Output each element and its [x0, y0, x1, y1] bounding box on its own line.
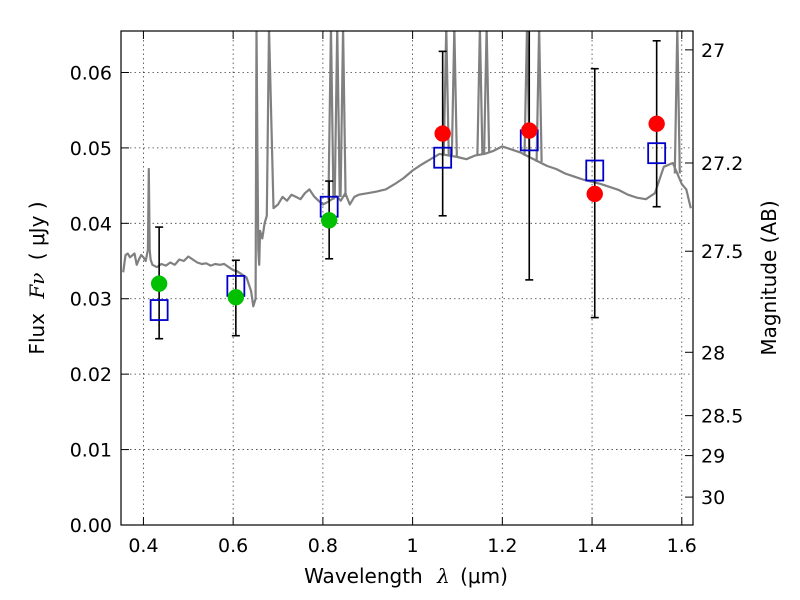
model-spectrum-spike [442, 31, 450, 156]
model-spectrum-spike [535, 31, 543, 162]
y2-tick-label: 27 [701, 40, 725, 62]
y-axis-label-prefix: Flux [25, 313, 49, 355]
x-axis-label-prefix: Wavelength [304, 564, 423, 588]
model-spectrum-line [122, 31, 692, 308]
x-axis-label-unit: (μm) [460, 564, 508, 588]
y-tick-label: 0.03 [70, 289, 112, 311]
y-tick-label: 0.05 [70, 138, 112, 160]
y-axis-label-unit: ( μJy ) [25, 201, 49, 260]
y-axis-ticks: 0.00 0.01 0.02 0.03 0.04 0.05 0.06 [70, 62, 129, 537]
model-photometry-square [433, 146, 453, 169]
observed-point [227, 288, 245, 306]
y-tick-label: 0.02 [70, 364, 112, 386]
x-tick-label: 1 [407, 535, 419, 557]
y2-tick-label: 28 [701, 342, 725, 364]
observed-point [320, 212, 338, 229]
model-spectrum-group [122, 31, 692, 308]
y-axis-label: Flux Fν ( μJy ) [25, 201, 49, 354]
model-spectrum-spike [339, 31, 347, 197]
plot-background [121, 31, 693, 525]
y-tick-label: 0.01 [70, 440, 112, 462]
observed-point [648, 115, 665, 133]
y-tick-label: 0.00 [70, 515, 112, 537]
x-axis-ticks: 0.4 0.6 0.8 1 1.2 1.4 1.6 [128, 31, 697, 557]
observed-point [521, 122, 538, 139]
x-tick-label: 1.6 [667, 535, 697, 557]
model-spectrum-spike [327, 31, 335, 200]
model-spectrum-spike [450, 31, 458, 157]
model-photometry-square [647, 142, 667, 165]
y2-tick-label: 27.5 [701, 241, 743, 263]
observed-points-group [150, 115, 665, 306]
model-photometry-square [149, 299, 169, 321]
x-tick-label: 1.2 [487, 535, 517, 557]
model-spectrum-spike [333, 31, 341, 198]
observed-point [586, 185, 604, 203]
plot-frame [120, 30, 694, 526]
y2-tick-label: 30 [701, 487, 725, 509]
model-spectrum-spike [483, 31, 491, 154]
y2-axis-ticks: 27 27.2 27.5 28 28.5 29 30 [685, 40, 743, 509]
y2-tick-label: 29 [701, 446, 725, 468]
observed-point [434, 125, 451, 142]
observed-point [150, 275, 168, 292]
y-tick-label: 0.06 [70, 62, 112, 84]
x-tick-label: 0.6 [218, 535, 248, 557]
y2-axis-label: Magnitude (AB) [757, 200, 781, 355]
y2-tick-label: 27.2 [701, 153, 743, 175]
x-axis-label: Wavelength λ (μm) [304, 564, 508, 588]
y-axis-label-symbol: Fν [25, 273, 49, 300]
model-spectrum-spike [673, 31, 681, 174]
x-axis-label-symbol: λ [436, 564, 450, 588]
x-tick-label: 0.4 [128, 535, 158, 557]
model-spectrum-spike [476, 31, 484, 155]
x-tick-label: 0.8 [308, 535, 338, 557]
x-tick-label: 1.4 [577, 535, 607, 557]
model-photometry-square [585, 159, 605, 182]
y-tick-label: 0.04 [70, 213, 112, 235]
y2-tick-label: 28.5 [701, 406, 743, 428]
